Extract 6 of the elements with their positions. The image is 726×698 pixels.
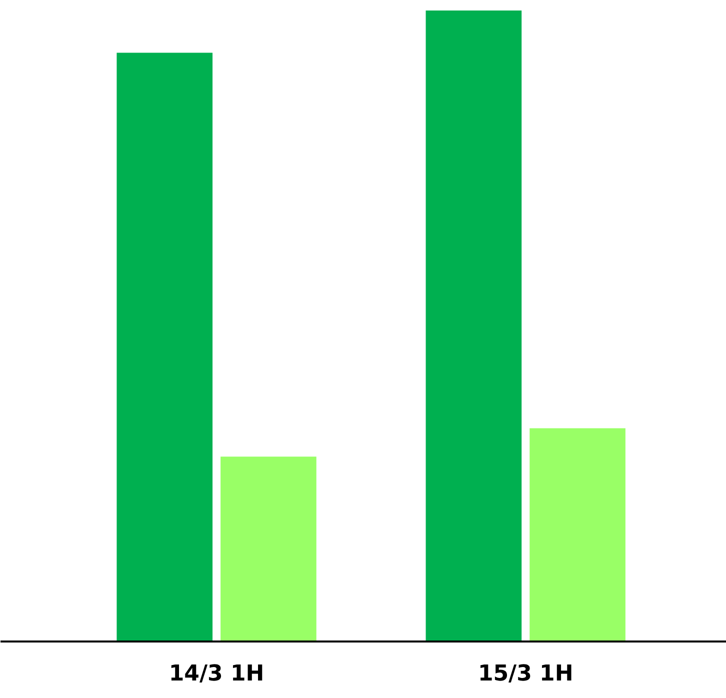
bar [116, 52, 213, 642]
x-tick-label: 14/3 1H [168, 662, 264, 686]
bar [426, 10, 522, 642]
x-tick-label: 15/3 1H [478, 662, 574, 686]
bar [220, 456, 316, 642]
bar [530, 428, 626, 642]
